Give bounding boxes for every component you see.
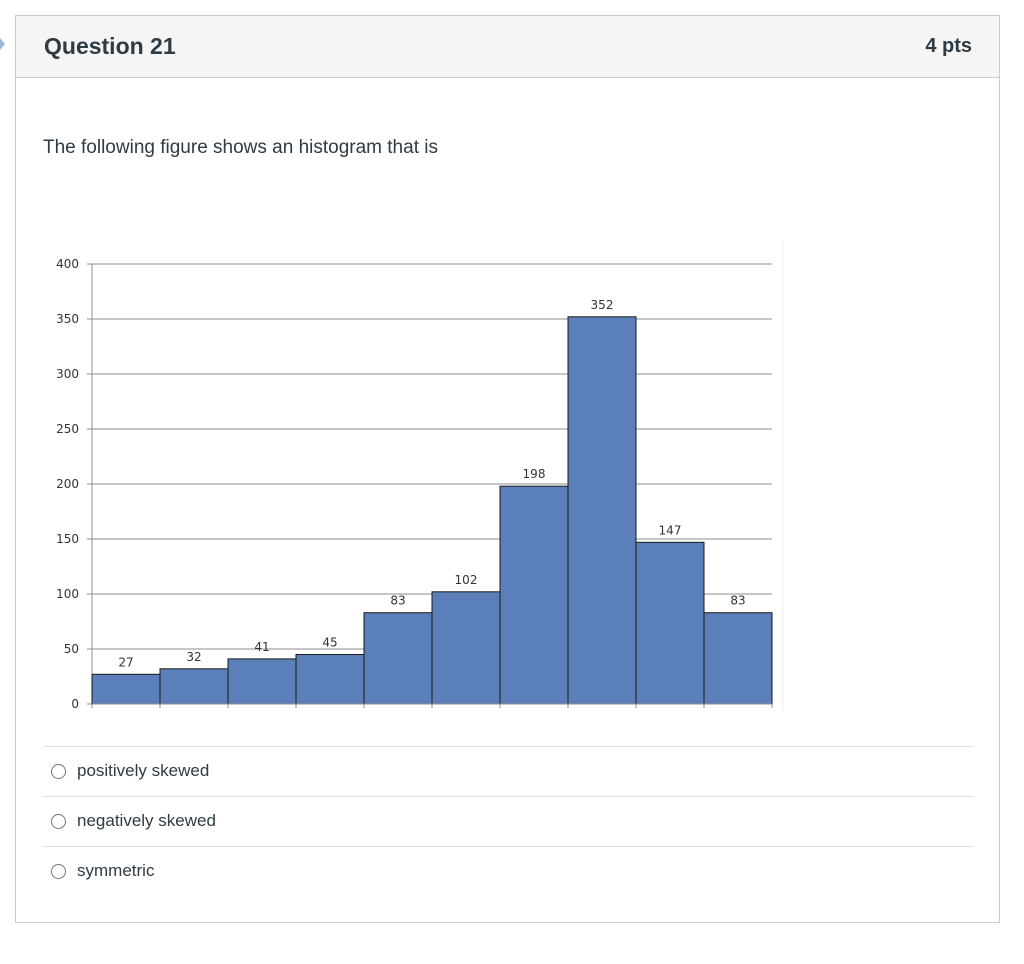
answer-label[interactable]: negatively skewed [77,811,216,830]
radio-button-icon[interactable] [51,764,66,779]
answer-label[interactable]: symmetric [77,861,155,880]
bar-value-label: 41 [254,640,269,654]
bar-value-label: 32 [186,650,201,664]
answer-option-negatively-skewed[interactable]: negatively skewed [43,796,974,846]
answer-label[interactable]: positively skewed [77,761,210,780]
histogram-bar [159,668,229,705]
question-title: Question 21 [44,33,176,59]
question-text: The following figure shows an histogram … [43,137,438,158]
bar-value-label: 45 [322,636,337,650]
question-nav-marker-icon [0,38,5,50]
y-tick-label: 50 [64,642,79,656]
bar-value-label: 147 [659,523,682,537]
bar-value-label: 83 [390,594,405,608]
histogram-bar [635,541,705,705]
y-tick-label: 0 [71,697,79,711]
histogram-bar [295,654,365,705]
bar-value-label: 198 [523,467,546,481]
question-points: 4 pts [925,35,972,57]
histogram-chart: 0 50 100 150 200 250 300 350 400 27 32 41 45 83 102 198… [56,241,784,711]
histogram-bar [227,658,297,705]
histogram-bar [703,612,773,705]
y-tick-label: 250 [56,422,79,436]
radio-button-icon[interactable] [51,864,66,879]
y-tick-label: 150 [56,532,79,546]
y-tick-label: 400 [56,257,79,271]
answer-option-symmetric[interactable]: symmetric [43,846,974,896]
histogram-bar [91,673,161,705]
bar-value-label: 352 [591,298,614,312]
y-tick-label: 350 [56,312,79,326]
histogram-bar [567,316,637,705]
y-tick-label: 100 [56,587,79,601]
answer-list: positively skewed negatively skewed symm… [43,746,974,896]
bar-value-label: 27 [118,655,133,669]
bar-value-label: 102 [455,573,478,587]
question-card: Question 21 4 pts The following figure s… [15,15,1000,923]
histogram-bar [499,485,569,705]
y-tick-label: 300 [56,367,79,381]
y-tick-label: 200 [56,477,79,491]
histogram-bar [363,612,433,705]
bar-value-label: 83 [730,594,745,608]
question-header: Question 21 4 pts [16,16,999,78]
answer-option-positively-skewed[interactable]: positively skewed [43,746,974,796]
radio-button-icon[interactable] [51,814,66,829]
histogram-bar [431,591,501,705]
